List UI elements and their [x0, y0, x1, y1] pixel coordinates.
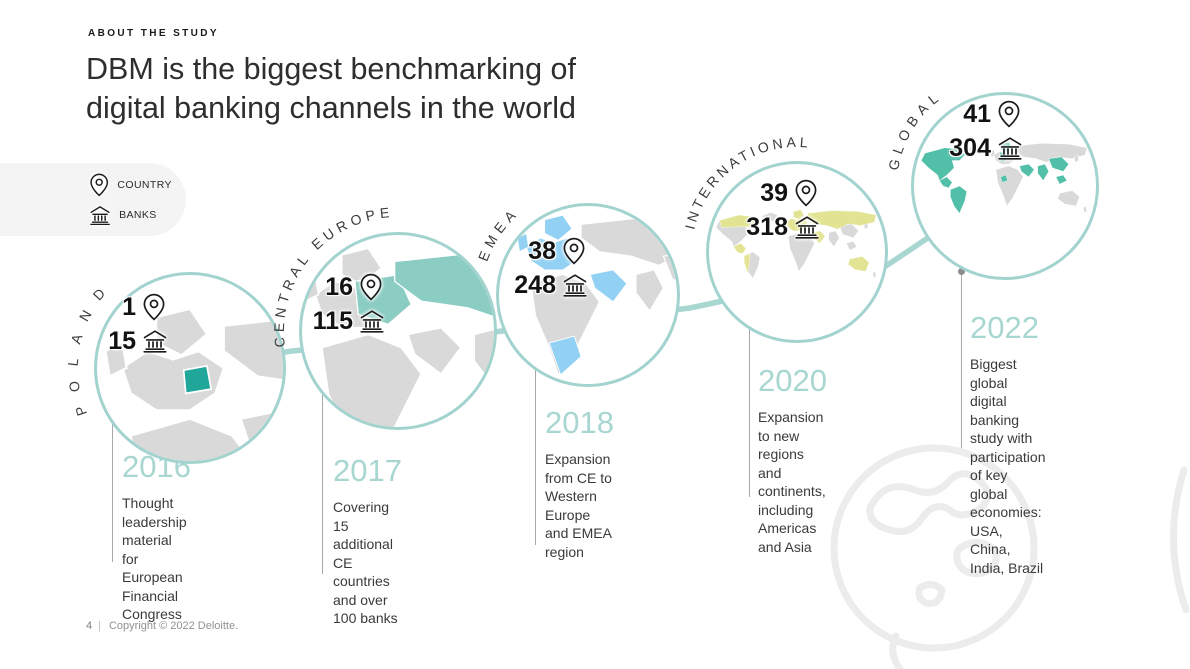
country-pin-icon	[562, 237, 586, 265]
timeline-dropline	[958, 268, 965, 448]
milestone-year: 2017	[333, 453, 402, 488]
milestone-description: Thought leadership material for European…	[122, 495, 187, 622]
banks-icon	[562, 273, 588, 297]
yearblock-2018: 2018 Expansion from CE to Western Europe…	[545, 406, 614, 561]
banks-icon	[360, 310, 384, 333]
highlighted-region	[182, 364, 213, 395]
countries-count: 1	[122, 292, 136, 321]
banks-icon	[997, 136, 1023, 160]
banks-row: 318	[742, 210, 820, 244]
countries-row: 39	[742, 176, 820, 210]
stats-poland: 1 15	[90, 290, 168, 358]
milestone-year: 2020	[758, 363, 827, 398]
banks-icon	[563, 274, 587, 297]
legend-banks-label: BANKS	[119, 209, 157, 222]
banks-row: 248	[510, 268, 588, 302]
banks-count: 15	[108, 326, 136, 355]
country-pin-icon	[998, 100, 1020, 128]
title-line-1: DBM is the biggest benchmarking of	[86, 52, 576, 86]
country-pin-icon	[997, 100, 1021, 128]
yearblock-2016: 2016 Thought leadership material for Eur…	[122, 450, 191, 624]
milestone-description: Biggest global digital banking study wit…	[970, 356, 1046, 576]
highlighted-region	[1048, 156, 1069, 172]
country-pin-icon	[563, 237, 585, 265]
banks-icon	[90, 206, 110, 226]
highlighted-region	[847, 256, 870, 272]
highlighted-region	[1019, 163, 1035, 178]
eyebrow-label: ABOUT THE STUDY	[88, 28, 219, 39]
banks-icon	[143, 330, 167, 353]
milestone-year: 2022	[970, 310, 1039, 345]
legend: COUNTRY BANKS	[0, 163, 186, 236]
country-pin-icon	[794, 179, 818, 207]
highlighted-region	[1037, 163, 1049, 181]
countries-row: 16	[307, 270, 385, 304]
country-pin-icon	[142, 293, 166, 321]
highlighted-region	[394, 250, 494, 318]
page-number: 4	[86, 620, 93, 632]
legend-banks-row: BANKS	[89, 205, 186, 226]
banks-icon	[795, 216, 819, 239]
milestone-year: 2018	[545, 405, 614, 440]
stats-international: 39 318	[742, 176, 820, 244]
milestone-description: Expansion to new regions and continents,…	[758, 409, 826, 555]
banks-row: 304	[945, 131, 1023, 165]
countries-row: 41	[945, 97, 1023, 131]
country-pin-icon	[143, 293, 165, 321]
milestone-description: Covering 15 additional CE countries and …	[333, 499, 398, 626]
highlighted-region	[950, 185, 967, 214]
footer: 4 | Copyright © 2022 Deloitte.	[86, 620, 238, 632]
countries-row: 38	[510, 234, 588, 268]
highlighted-region	[1000, 174, 1008, 183]
countries-count: 38	[528, 236, 556, 265]
banks-icon	[359, 309, 385, 333]
copyright-text: Copyright © 2022 Deloitte.	[108, 620, 239, 632]
title-line-2: digital banking channels in the world	[86, 91, 577, 125]
timeline-dropline	[746, 317, 753, 497]
countries-count: 41	[963, 99, 991, 128]
banks-row: 15	[90, 324, 168, 358]
countries-row: 1	[90, 290, 168, 324]
banks-count: 248	[514, 270, 556, 299]
countries-count: 16	[325, 272, 353, 301]
legend-country-label: COUNTRY	[117, 179, 172, 192]
legend-country-row: COUNTRY	[89, 173, 186, 197]
timeline-dropline	[532, 359, 539, 545]
yearblock-2022: 2022 Biggest global digital banking stud…	[970, 310, 1046, 577]
page-title: DBM is the biggest benchmarking of digit…	[86, 50, 576, 128]
highlighted-region	[1055, 174, 1068, 185]
banks-icon	[89, 205, 111, 226]
highlighted-region	[548, 335, 582, 376]
stats-global: 41 304	[945, 97, 1023, 165]
banks-icon	[142, 329, 168, 353]
country-pin-icon	[359, 273, 383, 301]
banks-count: 115	[312, 306, 353, 335]
highlighted-region	[921, 147, 966, 181]
country-pin-icon	[795, 179, 817, 207]
banks-row: 115	[307, 304, 385, 338]
countries-count: 39	[760, 178, 788, 207]
country-pin-icon	[89, 173, 109, 197]
milestone-description: Expansion from CE to Western Europe and …	[545, 451, 612, 560]
yearblock-2020: 2020 Expansion to new regions and contin…	[758, 364, 827, 556]
banks-count: 318	[746, 212, 788, 241]
stats-central-europe: 16 115	[307, 270, 385, 338]
country-pin-icon	[90, 174, 109, 197]
yearblock-2017: 2017 Covering 15 additional CE countries…	[333, 454, 402, 628]
footer-separator: |	[98, 620, 101, 632]
banks-icon	[794, 215, 820, 239]
banks-icon	[998, 137, 1022, 160]
stats-emea: 38 248	[510, 234, 588, 302]
country-pin-icon	[360, 273, 382, 301]
banks-count: 304	[949, 133, 991, 162]
